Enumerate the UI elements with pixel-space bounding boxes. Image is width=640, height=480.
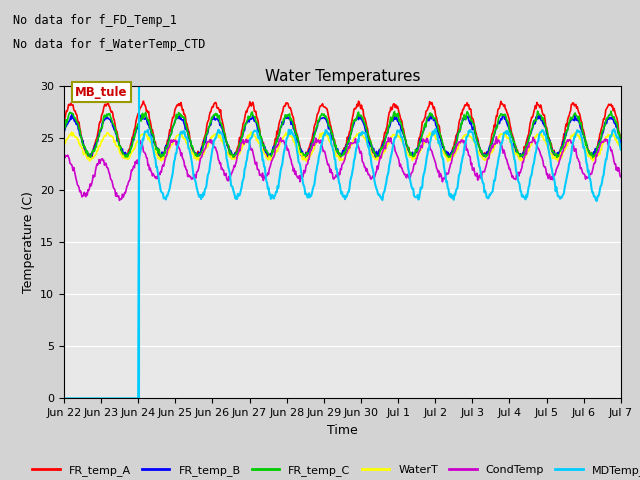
WaterT: [60, 144, 68, 150]
Legend: FR_temp_A, FR_temp_B, FR_temp_C, WaterT, CondTemp, MDTemp_A: FR_temp_A, FR_temp_B, FR_temp_C, WaterT,…: [28, 460, 640, 480]
FR_temp_C: [138, 112, 146, 118]
MDTemp_A: [432, 126, 440, 132]
CondTemp: [617, 174, 625, 180]
FR_temp_A: [460, 104, 468, 110]
FR_temp_C: [460, 112, 468, 118]
Y-axis label: Temperature (C): Temperature (C): [22, 192, 35, 293]
WaterT: [63, 137, 70, 143]
FR_temp_C: [228, 156, 236, 161]
FR_temp_C: [298, 150, 306, 156]
WaterT: [303, 159, 310, 165]
MDTemp_A: [60, 396, 68, 401]
CondTemp: [474, 177, 481, 183]
FR_temp_A: [516, 156, 524, 162]
CondTemp: [63, 153, 70, 159]
FR_temp_B: [60, 128, 68, 134]
MDTemp_A: [63, 396, 70, 401]
Line: FR_temp_A: FR_temp_A: [64, 101, 621, 159]
Text: No data for f_FD_Temp_1: No data for f_FD_Temp_1: [13, 14, 177, 27]
FR_temp_B: [319, 115, 326, 121]
Line: WaterT: WaterT: [64, 132, 621, 162]
WaterT: [320, 130, 328, 135]
MDTemp_A: [617, 147, 625, 153]
MDTemp_A: [298, 172, 305, 178]
FR_temp_A: [60, 119, 68, 124]
FR_temp_B: [460, 116, 468, 122]
FR_temp_C: [60, 131, 68, 136]
MDTemp_A: [474, 154, 481, 159]
FR_temp_B: [63, 123, 70, 129]
MDTemp_A: [319, 138, 326, 144]
WaterT: [617, 145, 625, 151]
FR_temp_A: [319, 104, 327, 109]
WaterT: [298, 156, 306, 162]
Line: MDTemp_A: MDTemp_A: [64, 129, 621, 398]
MDTemp_A: [138, 142, 146, 148]
WaterT: [248, 129, 255, 135]
CondTemp: [139, 144, 147, 149]
WaterT: [138, 132, 146, 137]
FR_temp_B: [427, 111, 435, 117]
FR_temp_C: [534, 108, 541, 114]
CondTemp: [116, 197, 124, 203]
FR_temp_A: [617, 135, 625, 141]
MDTemp_A: [460, 146, 468, 152]
FR_temp_A: [298, 150, 306, 156]
Title: Water Temperatures: Water Temperatures: [265, 69, 420, 84]
FR_temp_C: [63, 117, 70, 122]
CondTemp: [298, 175, 306, 180]
WaterT: [461, 132, 468, 138]
CondTemp: [493, 134, 500, 140]
FR_temp_B: [617, 141, 625, 146]
FR_temp_C: [319, 112, 327, 118]
FR_temp_A: [474, 135, 481, 141]
FR_temp_C: [474, 140, 481, 145]
CondTemp: [319, 149, 327, 155]
FR_temp_B: [518, 156, 525, 161]
CondTemp: [460, 138, 468, 144]
Line: CondTemp: CondTemp: [64, 137, 621, 200]
Line: FR_temp_C: FR_temp_C: [64, 111, 621, 158]
FR_temp_B: [474, 138, 481, 144]
WaterT: [475, 149, 483, 155]
FR_temp_C: [617, 135, 625, 141]
Line: FR_temp_B: FR_temp_B: [64, 114, 621, 158]
FR_temp_B: [298, 153, 305, 159]
FR_temp_A: [140, 98, 147, 104]
FR_temp_A: [63, 108, 70, 114]
Text: No data for f_WaterTemp_CTD: No data for f_WaterTemp_CTD: [13, 38, 205, 51]
FR_temp_B: [138, 116, 146, 122]
FR_temp_A: [138, 102, 146, 108]
X-axis label: Time: Time: [327, 424, 358, 437]
Text: MB_tule: MB_tule: [75, 86, 127, 99]
CondTemp: [60, 153, 68, 158]
